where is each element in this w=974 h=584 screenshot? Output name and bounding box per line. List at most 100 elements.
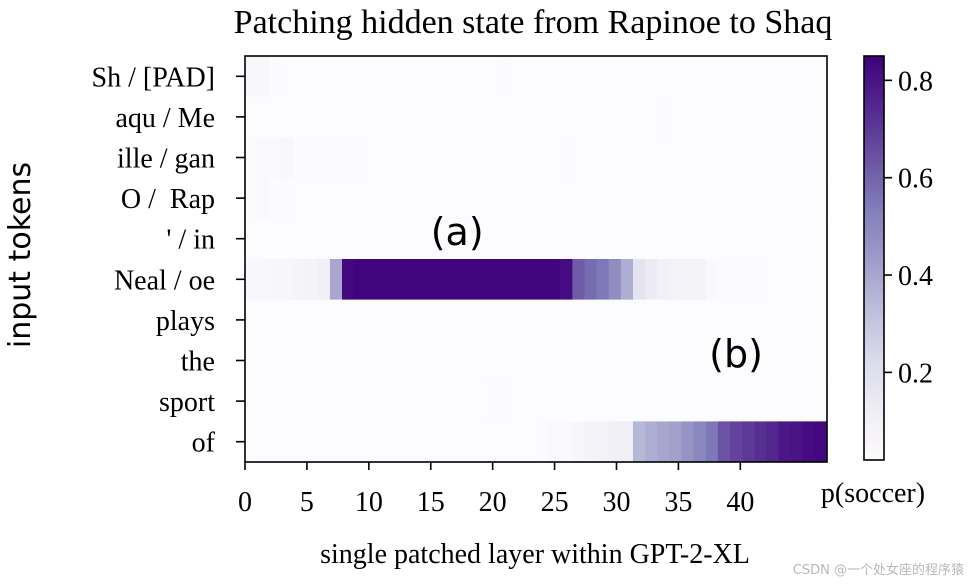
heatmap-cell (596, 259, 610, 300)
heatmap-cell (329, 380, 343, 422)
heatmap-cell (402, 137, 416, 179)
heatmap-cell (511, 218, 525, 260)
heatmap-cell (536, 299, 549, 341)
y-tick-label: sport (159, 387, 215, 418)
heatmap-cell (560, 259, 573, 300)
x-tick-label: 5 (300, 487, 314, 518)
heatmap-cell (451, 340, 464, 382)
heatmap-cell (681, 259, 695, 300)
y-axis-label: input tokens (3, 162, 38, 348)
heatmap-cell (620, 340, 634, 382)
heatmap-cell (645, 299, 658, 341)
colorbar-tick-label: 0.2 (898, 358, 933, 389)
heatmap-cell (790, 299, 804, 341)
heatmap-cell (305, 96, 319, 138)
heatmap-cell (439, 299, 452, 341)
heatmap-cell (499, 56, 513, 97)
heatmap-cell (523, 340, 537, 382)
heatmap-cell (523, 56, 537, 97)
heatmap-cell (439, 56, 452, 97)
heatmap-cell (717, 218, 731, 260)
heatmap-cell (584, 177, 598, 219)
heatmap-cell (730, 380, 743, 422)
heatmap-cell (620, 259, 634, 300)
heatmap-cell (802, 96, 816, 138)
heatmap-cell (705, 56, 719, 97)
heatmap-cell (402, 177, 416, 219)
heatmap-cell (523, 299, 537, 341)
heatmap-cell (754, 299, 767, 341)
heatmap-cell (536, 56, 549, 97)
heatmap-cell (499, 299, 513, 341)
heatmap-cell (814, 56, 828, 97)
heatmap-cell (766, 340, 779, 382)
heatmap-cell (560, 177, 573, 219)
heatmap-cell (814, 96, 828, 138)
heatmap-cell (730, 218, 743, 260)
heatmap-cell (414, 299, 428, 341)
heatmap-cell (596, 299, 610, 341)
heatmap-cell (766, 96, 779, 138)
heatmap-cell (584, 299, 598, 341)
heatmap-cell (778, 340, 792, 382)
heatmap-cell (257, 177, 270, 219)
heatmap-cell (281, 177, 294, 219)
heatmap-cell (499, 177, 513, 219)
heatmap-cell (766, 421, 779, 463)
heatmap-cell (257, 137, 270, 179)
heatmap-cell (414, 137, 428, 179)
heatmap-cell (620, 218, 634, 260)
heatmap-cell (584, 380, 598, 422)
heatmap-cell (390, 177, 404, 219)
heatmap-cell (390, 218, 404, 260)
heatmap-cell (354, 96, 367, 138)
heatmap-cell (293, 56, 307, 97)
heatmap-cell (717, 299, 731, 341)
heatmap-cell (548, 259, 561, 300)
heatmap-cell (487, 421, 501, 463)
heatmap-cell (802, 299, 816, 341)
heatmap-cell (645, 218, 658, 260)
heatmap-cell (257, 218, 270, 260)
heatmap-cell (366, 56, 379, 97)
heatmap-cell (451, 56, 464, 97)
heatmap-cell (281, 259, 294, 300)
heatmap-cell (754, 177, 767, 219)
heatmap-cell (754, 421, 767, 463)
heatmap-cell (633, 56, 646, 97)
x-tick-label: 40 (726, 487, 754, 518)
heatmap-cell (499, 259, 513, 300)
heatmap-cell (657, 218, 670, 260)
heatmap-cell (390, 96, 404, 138)
heatmap-cell (317, 380, 331, 422)
heatmap-cell (766, 56, 779, 97)
heatmap-cell (778, 259, 792, 300)
heatmap-cell (560, 421, 573, 463)
heatmap-cell (269, 259, 282, 300)
heatmap-cell (475, 137, 488, 179)
heatmap-cell (402, 218, 416, 260)
heatmap-cell (366, 340, 379, 382)
heatmap-cell (681, 218, 695, 260)
heatmap-cell (378, 137, 391, 179)
heatmap-cell (608, 56, 622, 97)
heatmap-cell (596, 137, 610, 179)
heatmap-cell (657, 137, 670, 179)
heatmap-cell (414, 380, 428, 422)
heatmap-cell (378, 299, 391, 341)
heatmap-cell (778, 177, 792, 219)
heatmap-cell (705, 380, 719, 422)
colorbar-ticks: 0.2 0.4 0.6 0.8 (884, 66, 933, 389)
heatmap-cell (342, 340, 355, 382)
heatmap-cell (705, 137, 719, 179)
heatmap-cell (596, 218, 610, 260)
heatmap-cell (754, 218, 767, 260)
heatmap-cell (402, 421, 416, 463)
heatmap-cell (257, 380, 270, 422)
heatmap-cell (814, 421, 828, 463)
heatmap-cell (451, 137, 464, 179)
heatmap-cell (754, 56, 767, 97)
heatmap-cell (536, 96, 549, 138)
heatmap-cell (608, 96, 622, 138)
heatmap-cell (814, 380, 828, 422)
